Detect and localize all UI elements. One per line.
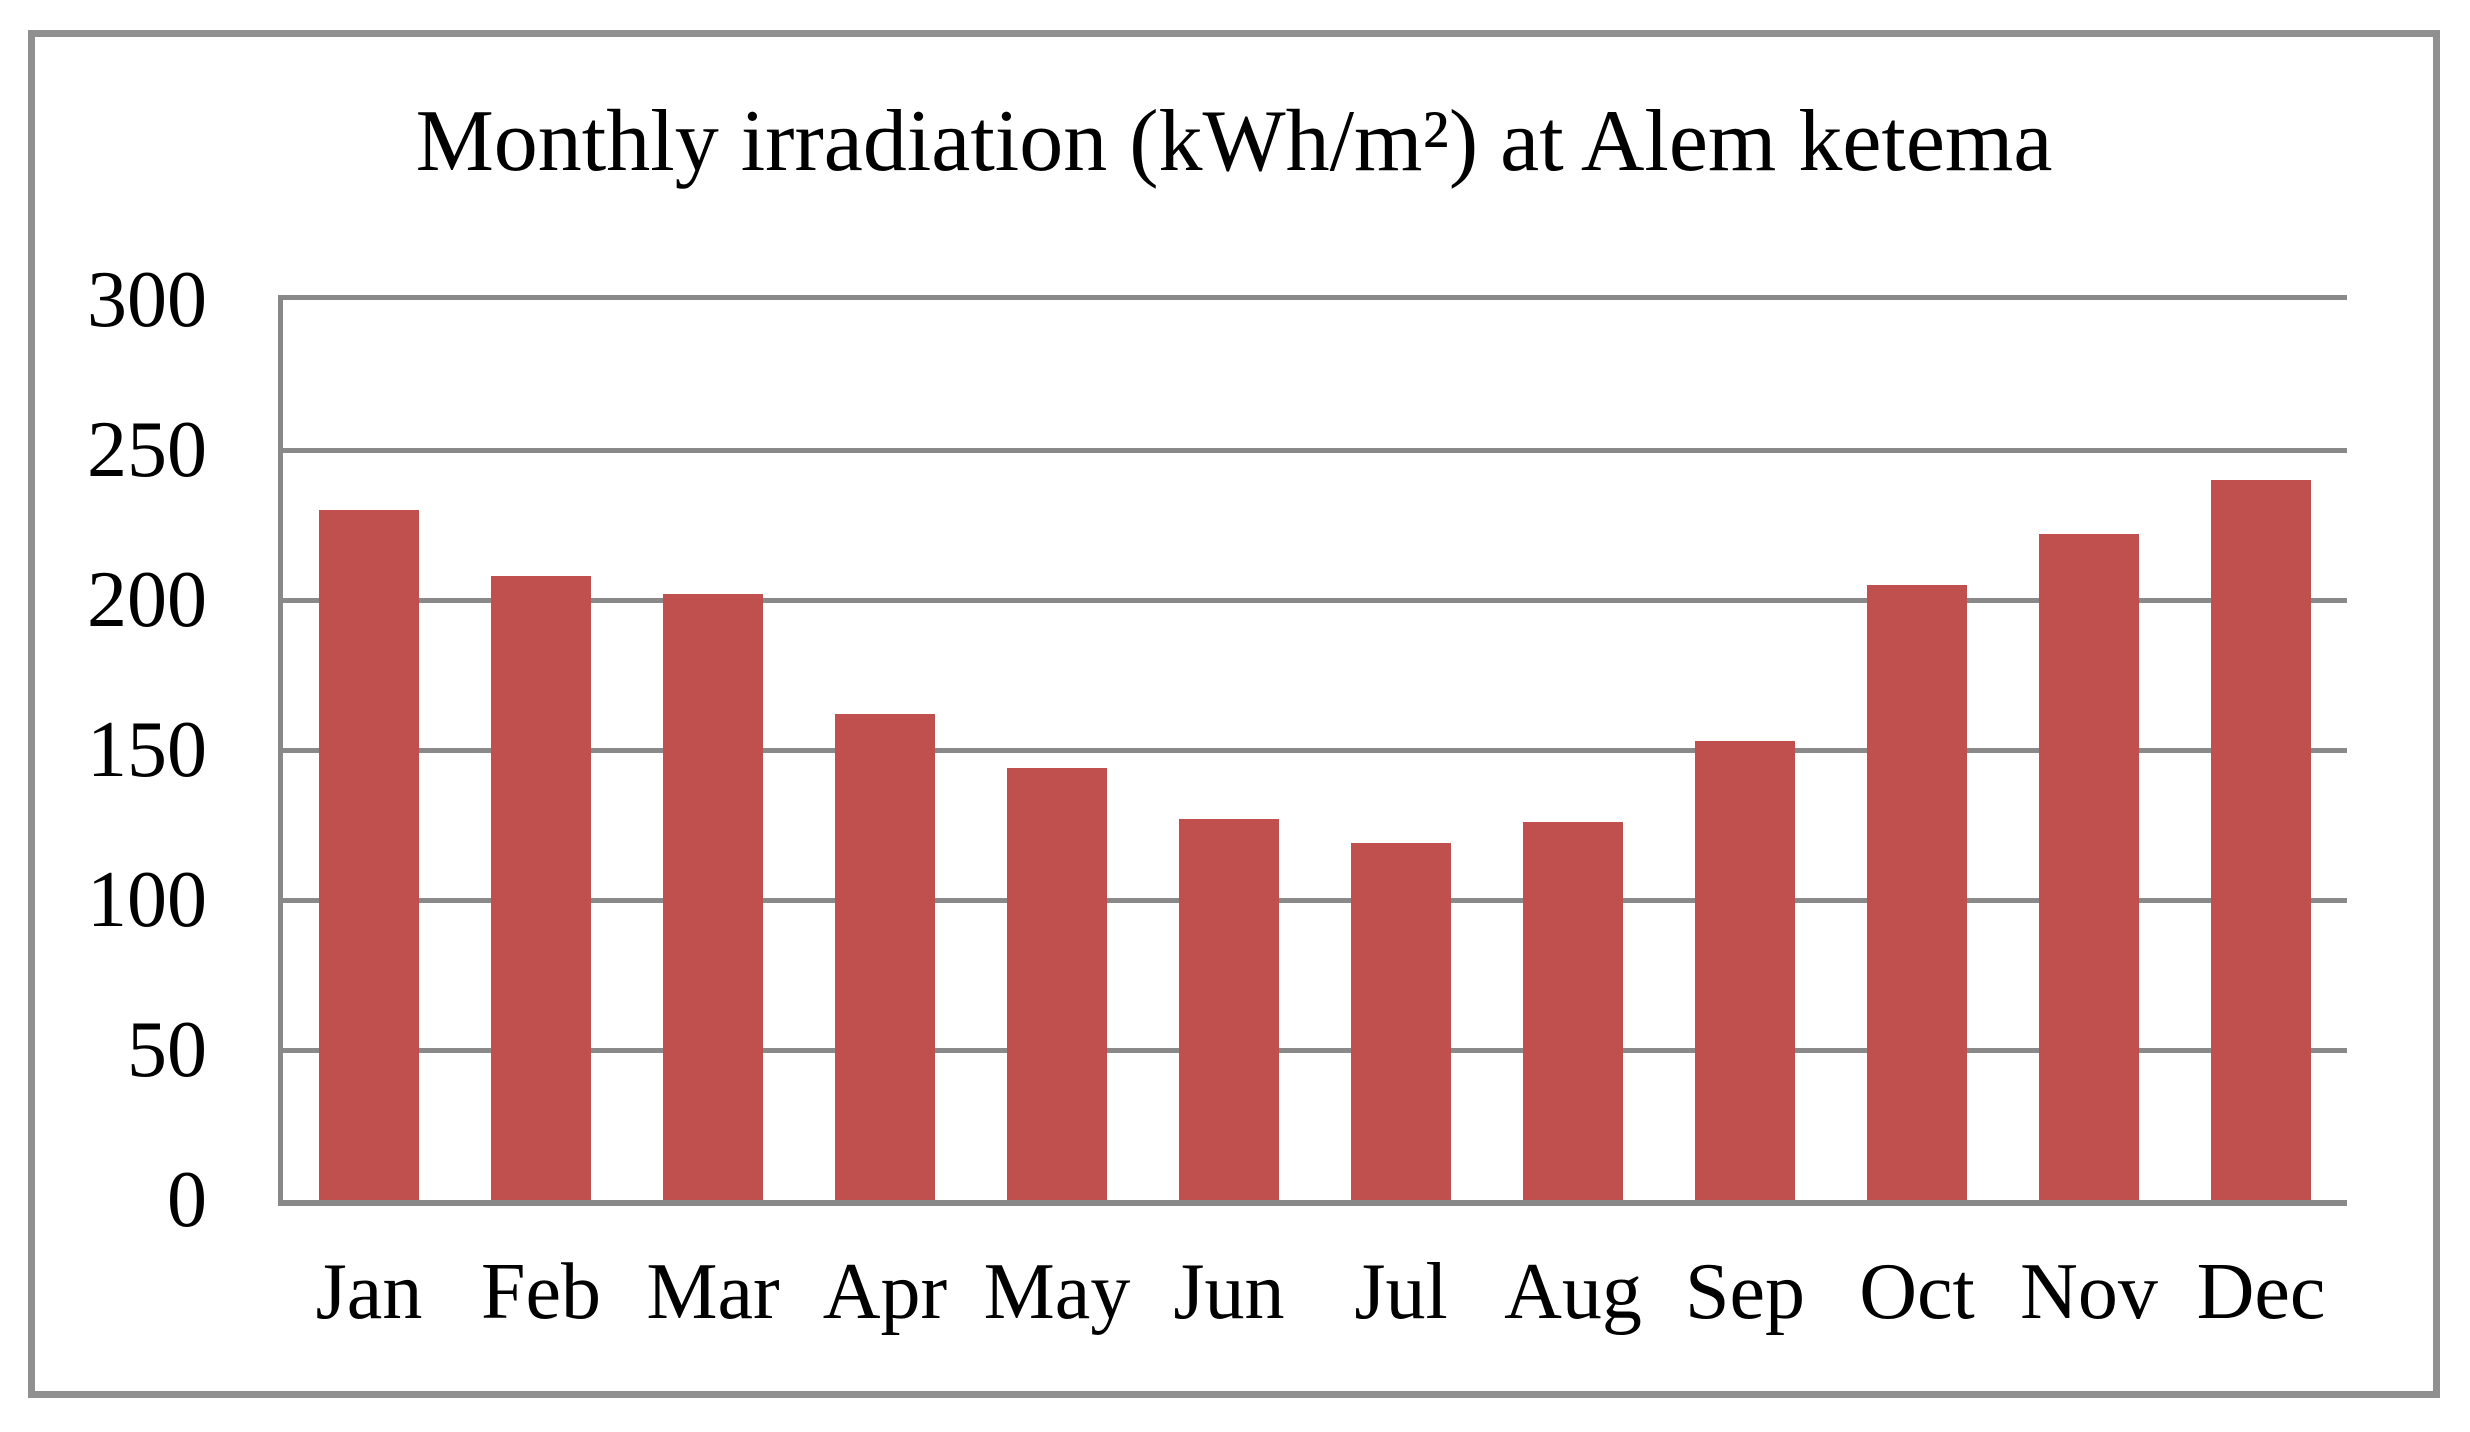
bar-jun bbox=[1179, 819, 1279, 1200]
chart-title: Monthly irradiation (kWh/m²) at Alem ket… bbox=[415, 93, 2053, 190]
x-tick-label: Apr bbox=[822, 1248, 948, 1336]
x-tick-label: Jul bbox=[1354, 1248, 1448, 1336]
bar-dec bbox=[2211, 480, 2311, 1200]
bar-jan bbox=[319, 510, 419, 1200]
bar-feb bbox=[491, 576, 591, 1200]
x-tick-label: Mar bbox=[646, 1248, 780, 1336]
x-axis-labels: Jan Feb Mar Apr May Jun Jul Aug Sep Oct Nov Dec bbox=[283, 1237, 2347, 1347]
y-tick-label: 100 bbox=[87, 856, 207, 944]
bar-sep bbox=[1695, 741, 1795, 1200]
bar-mar bbox=[663, 594, 763, 1200]
x-tick-label: Oct bbox=[1859, 1248, 1975, 1336]
bar-may bbox=[1007, 768, 1107, 1200]
bar-aug bbox=[1523, 822, 1623, 1200]
bar-jul bbox=[1351, 843, 1451, 1200]
bar-apr bbox=[835, 714, 935, 1200]
x-tick-label: Aug bbox=[1504, 1248, 1642, 1336]
y-tick-label: 50 bbox=[127, 1006, 207, 1094]
y-tick-label: 150 bbox=[87, 706, 207, 794]
x-tick-label: Nov bbox=[2020, 1248, 2158, 1336]
chart-frame: Monthly irradiation (kWh/m²) at Alem ket… bbox=[28, 30, 2440, 1398]
x-tick-label: Sep bbox=[1685, 1248, 1805, 1336]
x-tick-label: Jun bbox=[1173, 1248, 1285, 1336]
gridline bbox=[283, 448, 2347, 453]
gridline bbox=[283, 748, 2347, 753]
gridline bbox=[283, 598, 2347, 603]
y-tick-label: 250 bbox=[87, 406, 207, 494]
gridline bbox=[283, 898, 2347, 903]
x-tick-label: Dec bbox=[2196, 1248, 2326, 1336]
y-tick-label: 0 bbox=[167, 1156, 207, 1244]
bar-oct bbox=[1867, 585, 1967, 1200]
x-tick-label: May bbox=[983, 1248, 1131, 1336]
x-tick-label: Feb bbox=[481, 1248, 601, 1336]
gridline bbox=[283, 1048, 2347, 1053]
y-tick-label: 200 bbox=[87, 556, 207, 644]
x-tick-label: Jan bbox=[315, 1248, 423, 1336]
y-tick-label: 300 bbox=[87, 256, 207, 344]
plot-area bbox=[278, 295, 2347, 1206]
bar-nov bbox=[2039, 534, 2139, 1200]
